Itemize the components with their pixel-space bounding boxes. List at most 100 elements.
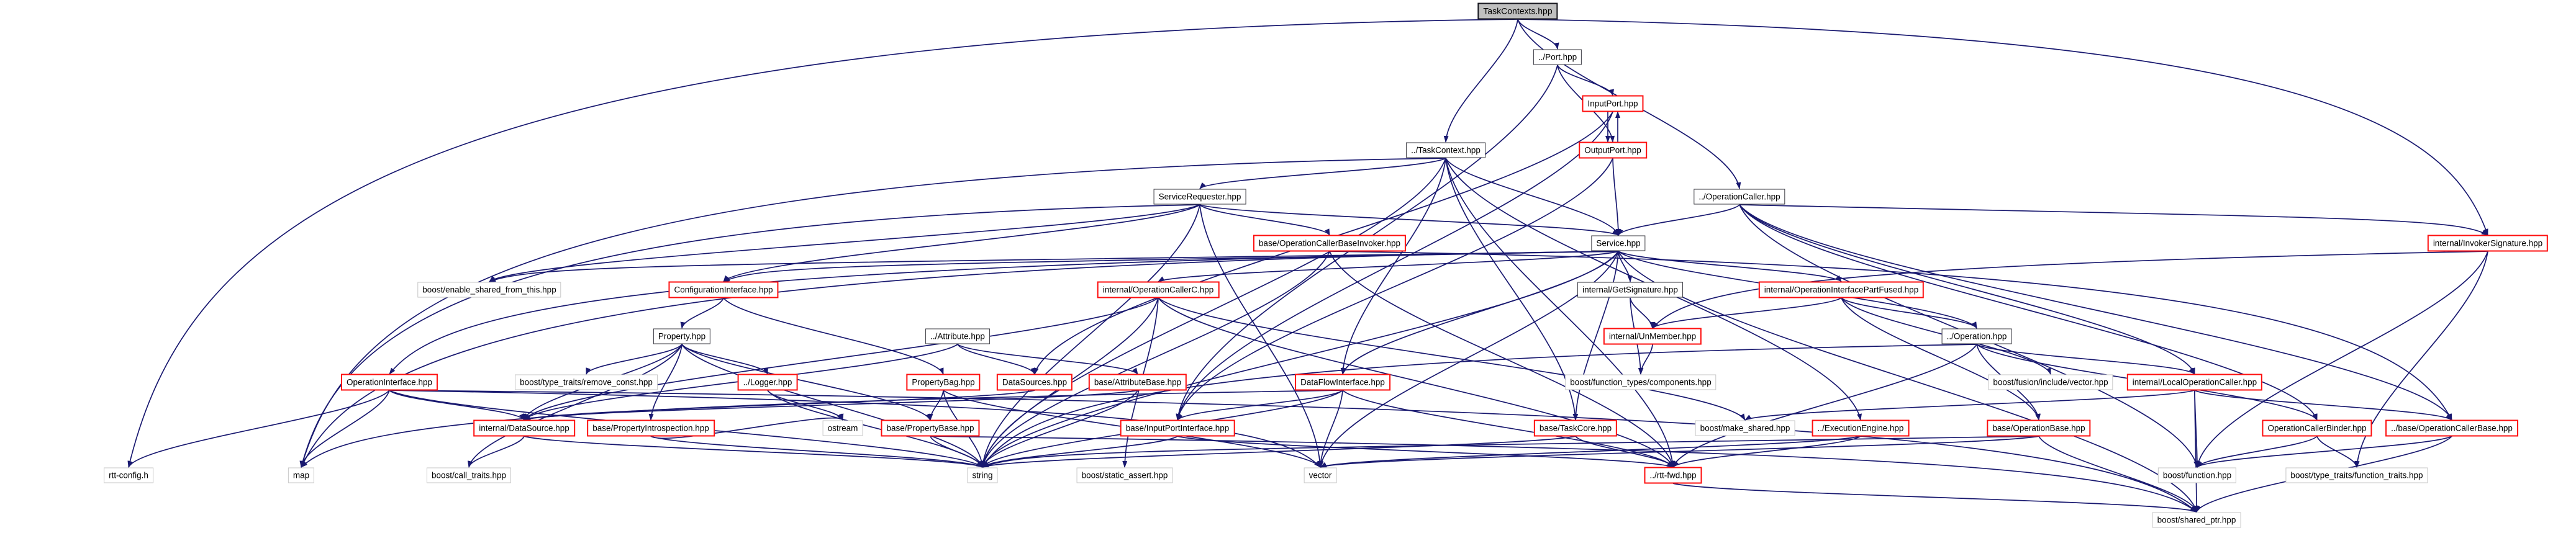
node-inputport-hpp[interactable]: InputPort.hpp — [1582, 95, 1644, 112]
node-internal-unmember-hpp[interactable]: internal/UnMember.hpp — [1603, 328, 1702, 345]
include-edge — [1976, 344, 2195, 375]
include-edge — [982, 344, 1977, 468]
include-edge — [2193, 390, 2199, 513]
node-attribute-hpp[interactable]: ../Attribute.hpp — [925, 328, 990, 344]
include-edge — [1575, 436, 1674, 468]
include-edge — [2316, 436, 2359, 468]
node-base-operationcallerbaseinvoker-hpp[interactable]: base/OperationCallerBaseInvoker.hpp — [1253, 235, 1407, 252]
node-operation-hpp[interactable]: ../Operation.hpp — [1941, 328, 2012, 344]
node-base-operationbase-hpp[interactable]: base/OperationBase.hpp — [1987, 419, 2091, 437]
include-edge — [957, 344, 1138, 375]
include-edge — [2197, 436, 2452, 468]
node-map: map — [288, 467, 315, 483]
include-edge — [1158, 297, 1674, 468]
include-edge — [1744, 390, 2195, 421]
node-propertybag-hpp[interactable]: PropertyBag.hpp — [906, 374, 981, 391]
include-edge — [1638, 344, 1653, 375]
include-edge — [1672, 483, 2197, 513]
node-service-hpp[interactable]: Service.hpp — [1591, 235, 1646, 251]
include-edge — [2038, 436, 2198, 513]
node-outputport-hpp[interactable]: OutputPort.hpp — [1579, 141, 1647, 159]
include-edge — [2197, 436, 2318, 468]
node-taskcontext-hpp[interactable]: ../TaskContext.hpp — [1406, 142, 1485, 158]
node-internal-getsignature-hpp[interactable]: internal/GetSignature.hpp — [1577, 282, 1683, 298]
include-edge — [1445, 158, 1578, 421]
include-edge — [982, 436, 2039, 468]
node-base-propertyintrospection-hpp[interactable]: base/PropertyIntrospection.hpp — [587, 419, 715, 437]
include-edge — [1652, 297, 1842, 329]
include-edge — [1739, 204, 2318, 421]
node-dataflowinterface-hpp[interactable]: DataFlowInterface.hpp — [1295, 374, 1390, 391]
node-configurationinterface-hpp[interactable]: ConfigurationInterface.hpp — [668, 281, 779, 298]
include-edge — [524, 436, 983, 468]
include-edge — [299, 390, 390, 468]
include-edge — [1618, 251, 1842, 282]
node-rtt-fwd-hpp[interactable]: ../rtt-fwd.hpp — [1644, 467, 1702, 484]
node-datasources-hpp[interactable]: DataSources.hpp — [996, 374, 1073, 391]
node-internal-operationcallerc-hpp[interactable]: internal/OperationCallerC.hpp — [1097, 281, 1220, 298]
node-servicerequester-hpp[interactable]: ServiceRequester.hpp — [1153, 189, 1246, 205]
include-edge — [524, 344, 958, 421]
include-edge — [1177, 436, 1674, 468]
include-edge — [1841, 297, 1977, 329]
include-edge — [2194, 390, 2452, 421]
include-edge — [1739, 204, 2452, 421]
include-edge — [1158, 297, 1746, 421]
include-edge — [1573, 251, 1619, 421]
include-edge — [681, 344, 931, 421]
node-logger-hpp[interactable]: ../Logger.hpp — [737, 374, 798, 391]
include-edge — [468, 344, 683, 468]
include-edge — [586, 344, 683, 375]
include-edge — [723, 297, 944, 375]
node-operationcaller-hpp[interactable]: ../OperationCaller.hpp — [1694, 189, 1785, 205]
node-rtt-config-h: rtt-config.h — [104, 467, 153, 483]
node-internal-localoperationcaller-hpp[interactable]: internal/LocalOperationCaller.hpp — [2126, 374, 2263, 391]
node-base-inputportinterface-hpp[interactable]: base/InputPortInterface.hpp — [1120, 419, 1235, 437]
include-edge — [1612, 158, 1621, 236]
node-base-propertybase-hpp[interactable]: base/PropertyBase.hpp — [881, 419, 980, 437]
node-boost-enable-shared-from-this-hpp: boost/enable_shared_from_this.hpp — [417, 282, 561, 298]
include-edge — [1199, 158, 1446, 189]
include-edge — [930, 436, 2197, 513]
node-internal-datasource-hpp[interactable]: internal/DataSource.hpp — [473, 419, 575, 437]
node-base-attributebase-hpp[interactable]: base/AttributeBase.hpp — [1088, 374, 1187, 391]
include-edge — [1199, 204, 1323, 468]
include-edge — [389, 251, 1619, 375]
node-port-hpp[interactable]: ../Port.hpp — [1533, 49, 1582, 65]
node-boost-function-hpp: boost/function.hpp — [2157, 467, 2237, 483]
include-edge — [1739, 204, 2195, 375]
include-edge — [1672, 436, 1861, 468]
node-boost-type-traits-function-traits-hpp: boost/type_traits/function_traits.hpp — [2285, 467, 2428, 483]
include-edge — [1841, 297, 2040, 421]
include-edge — [957, 344, 1036, 375]
include-edge — [648, 344, 683, 421]
node-property-hpp[interactable]: Property.hpp — [653, 328, 711, 344]
include-edge — [1320, 436, 1861, 468]
node-operationinterface-hpp[interactable]: OperationInterface.hpp — [340, 374, 438, 391]
node-executionengine-hpp[interactable]: ../ExecutionEngine.hpp — [1812, 419, 1910, 437]
include-edge — [1652, 251, 2488, 329]
include-edge — [1199, 204, 1619, 236]
include-edge — [489, 251, 1619, 282]
include-edge — [1177, 390, 1343, 421]
include-edge — [1618, 204, 1740, 236]
node-boost-function-types-components-hpp: boost/function_types/components.hpp — [1565, 374, 1717, 390]
include-edge — [301, 390, 1343, 468]
node-internal-invokersignature-hpp[interactable]: internal/InvokerSignature.hpp — [2427, 235, 2549, 252]
include-edge — [1739, 204, 2488, 236]
node-base-taskcore-hpp[interactable]: base/TaskCore.hpp — [1533, 419, 1618, 437]
include-edge — [680, 297, 724, 329]
node-operationcallerbinder-hpp[interactable]: OperationCallerBinder.hpp — [2262, 419, 2372, 437]
node-base-operationcallerbase-hpp[interactable]: ../base/OperationCallerBase.hpp — [2385, 419, 2518, 437]
include-edge — [1445, 158, 1676, 468]
include-edge — [982, 251, 1619, 468]
node-internal-operationinterfacepartfused-hpp[interactable]: internal/OperationInterfacePartFused.hpp — [1758, 281, 1925, 298]
node-ostream: ostream — [822, 420, 863, 436]
include-edge — [301, 251, 1619, 468]
node-boost-call-traits-hpp: boost/call_traits.hpp — [426, 467, 512, 483]
node-taskcontexts-hpp: TaskContexts.hpp — [1477, 2, 1558, 20]
include-edge — [650, 413, 843, 439]
include-edge — [981, 204, 1200, 468]
